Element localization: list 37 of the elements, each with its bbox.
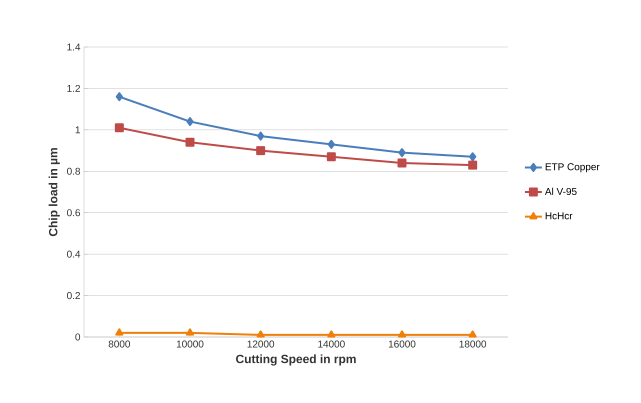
x-tick-label: 16000 (388, 340, 416, 348)
point (469, 152, 476, 162)
point (186, 328, 194, 336)
y-tick-label: 1 (76, 126, 80, 134)
point (257, 132, 264, 141)
point (468, 330, 477, 338)
y-tick-label: 0 (75, 333, 80, 341)
point (114, 123, 124, 132)
point (468, 160, 478, 170)
y-tick-label: 1.4 (67, 44, 80, 50)
legend-label: ETP Copper (546, 163, 600, 172)
legend-label: Al V-95 (544, 188, 577, 196)
y-tick-label: 0.2 (67, 292, 80, 300)
point (256, 146, 266, 156)
y-tick-label: 0.4 (67, 250, 80, 258)
point (398, 148, 406, 158)
point (115, 328, 124, 336)
legend-label: HcHcr (546, 212, 572, 220)
point (328, 140, 335, 149)
y-axis-title: Chip load in µm (48, 148, 60, 236)
point (326, 152, 336, 162)
point (256, 330, 265, 338)
x-axis-title: Cutting Speed in rpm (236, 354, 356, 366)
y-tick-label: 0.8 (67, 168, 80, 175)
x-tick-label: 12000 (248, 340, 274, 348)
point (186, 138, 194, 147)
point (186, 117, 194, 126)
point (116, 92, 123, 102)
x-tick-label: 18000 (460, 340, 486, 348)
point (327, 330, 336, 338)
x-tick-label: 8000 (108, 340, 130, 348)
y-tick-label: 1.2 (67, 84, 80, 92)
point (398, 330, 406, 338)
x-tick-label: 14000 (318, 340, 345, 348)
point (398, 158, 406, 168)
x-tick-label: 10000 (176, 340, 204, 348)
y-tick-label: 0.6 (67, 209, 80, 216)
